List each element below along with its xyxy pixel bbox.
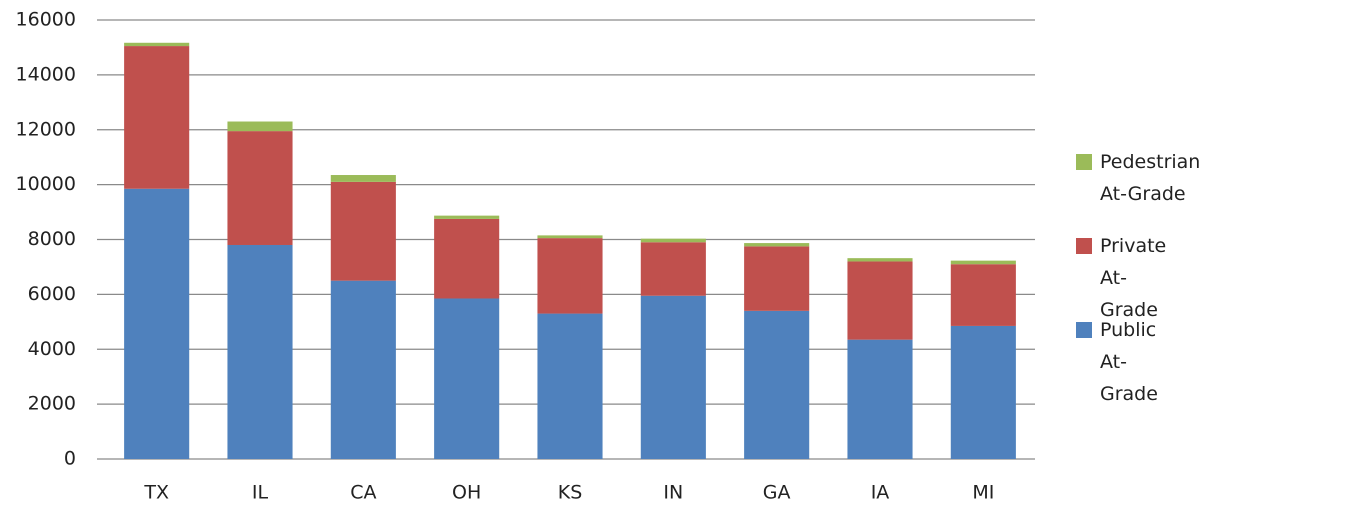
bar-segment xyxy=(950,325,1016,459)
legend-swatch xyxy=(1076,154,1092,170)
legend-label: Pedestrian At-Grade xyxy=(1100,151,1201,205)
bar-segment xyxy=(330,181,396,281)
legend-item: Private At-Grade xyxy=(1076,230,1166,326)
y-tick-label: 6000 xyxy=(28,283,76,305)
legend-item: Public At-Grade xyxy=(1076,314,1158,410)
legend-item: Pedestrian At-Grade xyxy=(1076,146,1200,210)
x-tick-label: TX xyxy=(143,482,169,504)
legend-label: Private At-Grade xyxy=(1100,235,1167,321)
bar-segment xyxy=(124,46,190,189)
bar-segment xyxy=(847,339,913,459)
bar-segment xyxy=(227,121,293,132)
bar-segment xyxy=(744,243,810,247)
bar-segment xyxy=(227,131,293,245)
bar-segment xyxy=(744,246,810,311)
y-tick-label: 10000 xyxy=(16,173,76,195)
bar-segment xyxy=(227,244,293,459)
y-tick-label: 8000 xyxy=(28,228,76,250)
bar-segment xyxy=(434,218,500,299)
legend-label: Public At-Grade xyxy=(1100,319,1158,405)
y-tick-label: 4000 xyxy=(28,338,76,360)
bar-segment xyxy=(640,295,706,459)
bar-segment xyxy=(744,310,810,459)
bar-segment xyxy=(640,242,706,296)
y-tick-label: 14000 xyxy=(16,63,76,85)
bar-segment xyxy=(537,313,603,459)
bar-segment xyxy=(537,238,603,314)
legend-swatch xyxy=(1076,322,1092,338)
bar-segment xyxy=(847,258,913,262)
bar-segment xyxy=(950,264,1016,326)
x-tick-label: GA xyxy=(763,482,791,504)
bar-segment xyxy=(124,188,190,459)
bar-segment xyxy=(950,260,1016,265)
x-tick-label: OH xyxy=(452,482,481,504)
x-tick-label: IN xyxy=(663,482,683,504)
x-tick-label: MI xyxy=(972,482,994,504)
bar-segment xyxy=(434,215,500,219)
bar-segment xyxy=(434,298,500,459)
bar-segment xyxy=(537,235,603,239)
bar-segment xyxy=(330,175,396,182)
y-tick-label: 2000 xyxy=(28,393,76,415)
x-tick-label: KS xyxy=(558,482,583,504)
bar-segment xyxy=(640,238,706,243)
x-tick-label: IL xyxy=(252,482,269,504)
x-tick-label: CA xyxy=(350,482,376,504)
x-tick-label: IA xyxy=(871,482,890,504)
y-tick-label: 0 xyxy=(64,448,76,470)
bar-segment xyxy=(124,42,190,47)
legend-swatch xyxy=(1076,238,1092,254)
bar-segment xyxy=(330,280,396,459)
bar-segment xyxy=(847,261,913,340)
y-tick-label: 16000 xyxy=(16,9,76,31)
y-tick-label: 12000 xyxy=(16,118,76,140)
